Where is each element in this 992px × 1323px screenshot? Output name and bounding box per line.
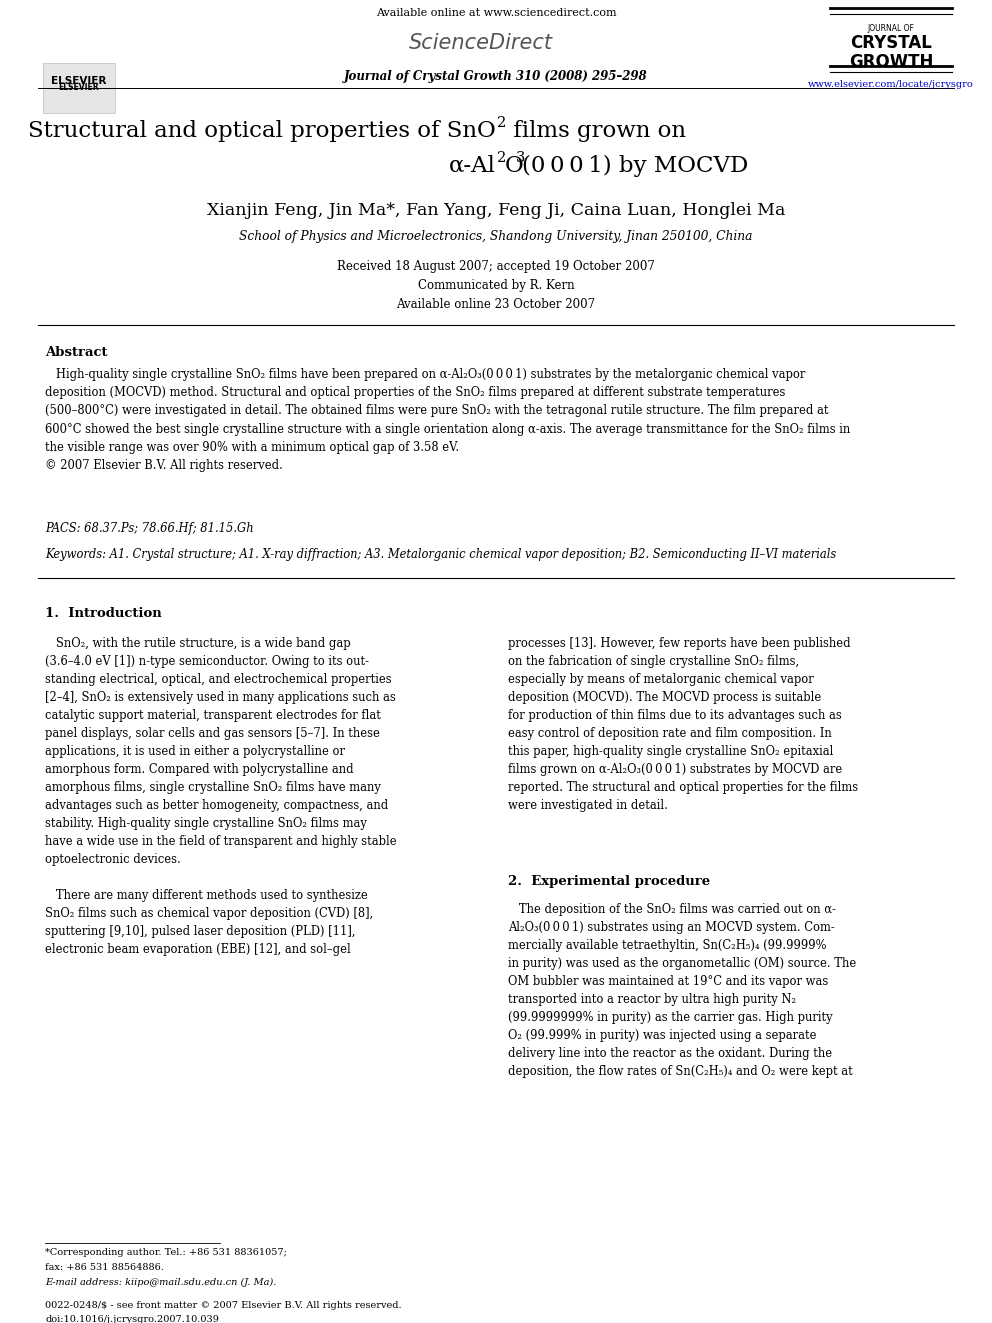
Text: www.elsevier.com/locate/jcrysgro: www.elsevier.com/locate/jcrysgro	[808, 79, 974, 89]
Text: 0022-0248/$ - see front matter © 2007 Elsevier B.V. All rights reserved.: 0022-0248/$ - see front matter © 2007 El…	[45, 1301, 402, 1310]
Text: α-Al: α-Al	[449, 155, 496, 177]
Text: ScienceDirect: ScienceDirect	[409, 33, 553, 53]
Text: (0 0 0 1) by MOCVD: (0 0 0 1) by MOCVD	[522, 155, 748, 177]
Text: Structural and optical properties of SnO: Structural and optical properties of SnO	[28, 120, 496, 142]
Text: 2.  Experimental procedure: 2. Experimental procedure	[508, 875, 710, 888]
Text: films grown on: films grown on	[506, 120, 685, 142]
Text: doi:10.1016/j.jcrysgro.2007.10.039: doi:10.1016/j.jcrysgro.2007.10.039	[45, 1315, 219, 1323]
Text: *Corresponding author. Tel.: +86 531 88361057;: *Corresponding author. Tel.: +86 531 883…	[45, 1248, 287, 1257]
Text: Xianjin Feng, Jin Ma*, Fan Yang, Feng Ji, Caina Luan, Honglei Ma: Xianjin Feng, Jin Ma*, Fan Yang, Feng Ji…	[206, 202, 786, 220]
Text: High-quality single crystalline SnO₂ films have been prepared on α-Al₂O₃(0 0 0 1: High-quality single crystalline SnO₂ fil…	[45, 368, 850, 472]
Text: Received 18 August 2007; accepted 19 October 2007: Received 18 August 2007; accepted 19 Oct…	[337, 261, 655, 273]
Text: E-mail address: kiipo@mail.sdu.edu.cn (J. Ma).: E-mail address: kiipo@mail.sdu.edu.cn (J…	[45, 1278, 277, 1287]
Text: CRYSTAL: CRYSTAL	[850, 34, 931, 52]
Text: 3: 3	[516, 151, 525, 165]
Bar	[43, 64, 115, 112]
Text: JOURNAL OF: JOURNAL OF	[868, 24, 915, 33]
Text: O: O	[505, 155, 523, 177]
Text: ELSEVIER: ELSEVIER	[59, 82, 99, 91]
Text: Available online 23 October 2007: Available online 23 October 2007	[397, 298, 595, 311]
Text: Abstract: Abstract	[45, 347, 107, 359]
Text: Journal of Crystal Growth 310 (2008) 295–298: Journal of Crystal Growth 310 (2008) 295…	[344, 70, 648, 83]
Text: Keywords: A1. Crystal structure; A1. X-ray diffraction; A3. Metalorganic chemica: Keywords: A1. Crystal structure; A1. X-r…	[45, 548, 836, 561]
Text: Available online at www.sciencedirect.com: Available online at www.sciencedirect.co…	[376, 8, 616, 19]
Text: GROWTH: GROWTH	[849, 53, 933, 71]
Text: fax: +86 531 88564886.: fax: +86 531 88564886.	[45, 1263, 164, 1271]
Text: 1.  Introduction: 1. Introduction	[45, 607, 162, 620]
Text: ELSEVIER: ELSEVIER	[52, 75, 107, 86]
Text: 2: 2	[497, 151, 506, 165]
Text: processes [13]. However, few reports have been published
on the fabrication of s: processes [13]. However, few reports hav…	[508, 636, 858, 812]
Text: SnO₂, with the rutile structure, is a wide band gap
(3.6–4.0 eV [1]) n-type semi: SnO₂, with the rutile structure, is a wi…	[45, 636, 397, 957]
Text: The deposition of the SnO₂ films was carried out on α-
Al₂O₃(0 0 0 1) substrates: The deposition of the SnO₂ films was car…	[508, 904, 856, 1078]
Text: 2: 2	[497, 116, 506, 130]
Text: PACS: 68.37.Ps; 78.66.Hf; 81.15.Gh: PACS: 68.37.Ps; 78.66.Hf; 81.15.Gh	[45, 523, 254, 534]
Text: Communicated by R. Kern: Communicated by R. Kern	[418, 279, 574, 292]
Text: School of Physics and Microelectronics, Shandong University, Jinan 250100, China: School of Physics and Microelectronics, …	[239, 230, 753, 243]
